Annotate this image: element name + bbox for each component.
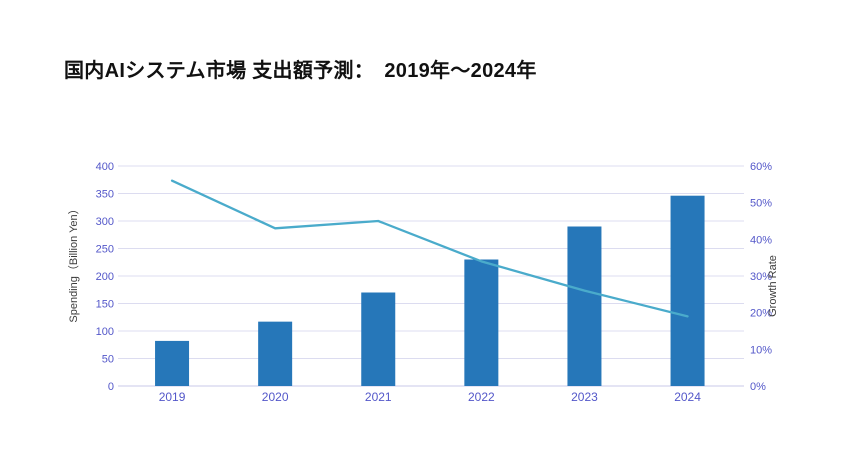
x-axis-category-labels: 2019 2020 2021 2022 2023 2024 [159, 390, 702, 404]
spending-bars [155, 195, 705, 386]
x-axis-label-2024: 2024 [674, 390, 701, 404]
x-axis-label-2023: 2023 [571, 390, 598, 404]
bar-2022 [464, 259, 499, 386]
bar-2019 [155, 340, 190, 386]
right-axis-title: Growth Rate [767, 255, 779, 317]
right-axis-tick-label: 0% [750, 381, 766, 393]
right-axis-tick-label: 50% [750, 198, 772, 210]
right-axis-tick-labels: 0% 10% 20% 30% 40% 50% 60% [750, 161, 772, 393]
bar-2021 [361, 292, 396, 386]
left-axis-tick-label: 150 [96, 299, 114, 311]
left-axis-tick-label: 50 [102, 354, 114, 366]
left-axis-tick-label: 350 [96, 189, 114, 201]
bar-2020 [258, 321, 293, 386]
left-axis-tick-label: 250 [96, 244, 114, 256]
right-axis-tick-label: 20% [750, 308, 772, 320]
right-axis-tick-label: 40% [750, 234, 772, 246]
left-axis-tick-label: 200 [96, 271, 114, 283]
left-axis-tick-labels: 0 50 100 150 200 250 300 350 400 [96, 161, 114, 393]
right-axis-tick-label: 30% [750, 271, 772, 283]
bar-2023 [567, 226, 602, 386]
right-axis-tick-label: 60% [750, 161, 772, 173]
left-axis-tick-label: 0 [108, 381, 114, 393]
x-axis-label-2022: 2022 [468, 390, 495, 404]
bar-2024 [670, 195, 705, 386]
left-axis-tick-label: 100 [96, 326, 114, 338]
chart-title: 国内AIシステム市場 支出額予測： 2019年～2024年 [64, 60, 537, 82]
left-axis-tick-label: 300 [96, 216, 114, 228]
left-axis-tick-label: 400 [96, 161, 114, 173]
growth-rate-line [170, 179, 689, 318]
x-axis-label-2020: 2020 [262, 390, 289, 404]
x-axis-label-2019: 2019 [159, 390, 186, 404]
left-axis-title: Spending（Billion Yen） [67, 203, 80, 322]
right-axis-tick-label: 10% [750, 344, 772, 356]
x-axis-label-2021: 2021 [365, 390, 392, 404]
